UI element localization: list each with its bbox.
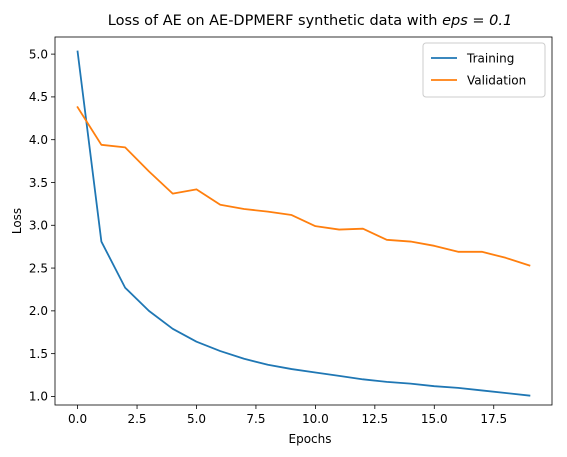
y-tick-label: 5.0 [29, 47, 48, 61]
x-tick-label: 12.5 [361, 412, 388, 426]
series-line-training [76, 50, 531, 397]
x-tick-label: 2.5 [127, 412, 146, 426]
plot-area [54, 36, 553, 406]
x-tick-label: 7.5 [246, 412, 265, 426]
y-tick-label: 1.5 [29, 347, 48, 361]
x-tick-label: 15.0 [421, 412, 448, 426]
series-layer [76, 50, 531, 397]
x-tick-label: 5.0 [187, 412, 206, 426]
x-axis-ticks: 0.0 2.5 5.0 7.5 10.0 12.5 15.0 17.5 [68, 405, 507, 426]
chart-title: Loss of AE on AE-DPMERF synthetic data w… [108, 13, 512, 29]
legend-box [422, 42, 546, 98]
y-axis-label: Loss [10, 208, 24, 234]
x-tick-label: 17.5 [480, 412, 507, 426]
chart-title-text: Loss of AE on AE-DPMERF synthetic data w… [108, 13, 442, 29]
y-tick-label: 1.0 [29, 390, 48, 404]
series-line-validation [76, 105, 531, 267]
x-tick-label: 10.0 [302, 412, 329, 426]
y-tick-label: 3.0 [29, 219, 48, 233]
y-tick-label: 2.5 [29, 261, 48, 275]
axes-frame [54, 36, 553, 406]
x-tick-label: 0.0 [68, 412, 87, 426]
y-tick-label: 3.5 [29, 176, 48, 190]
legend-label-validation: Validation [467, 73, 526, 87]
y-tick-label: 4.0 [29, 133, 48, 147]
chart-title-math: eps = 0.1 [442, 13, 512, 29]
legend: Training Validation [422, 42, 546, 98]
y-tick-label: 2.0 [29, 304, 48, 318]
y-tick-label: 4.5 [29, 90, 48, 104]
x-axis-label: Epochs [289, 432, 332, 446]
y-axis-ticks: 1.0 1.5 2.0 2.5 3.0 3.5 4.0 4.5 5.0 [29, 47, 55, 404]
legend-label-training: Training [466, 51, 514, 65]
